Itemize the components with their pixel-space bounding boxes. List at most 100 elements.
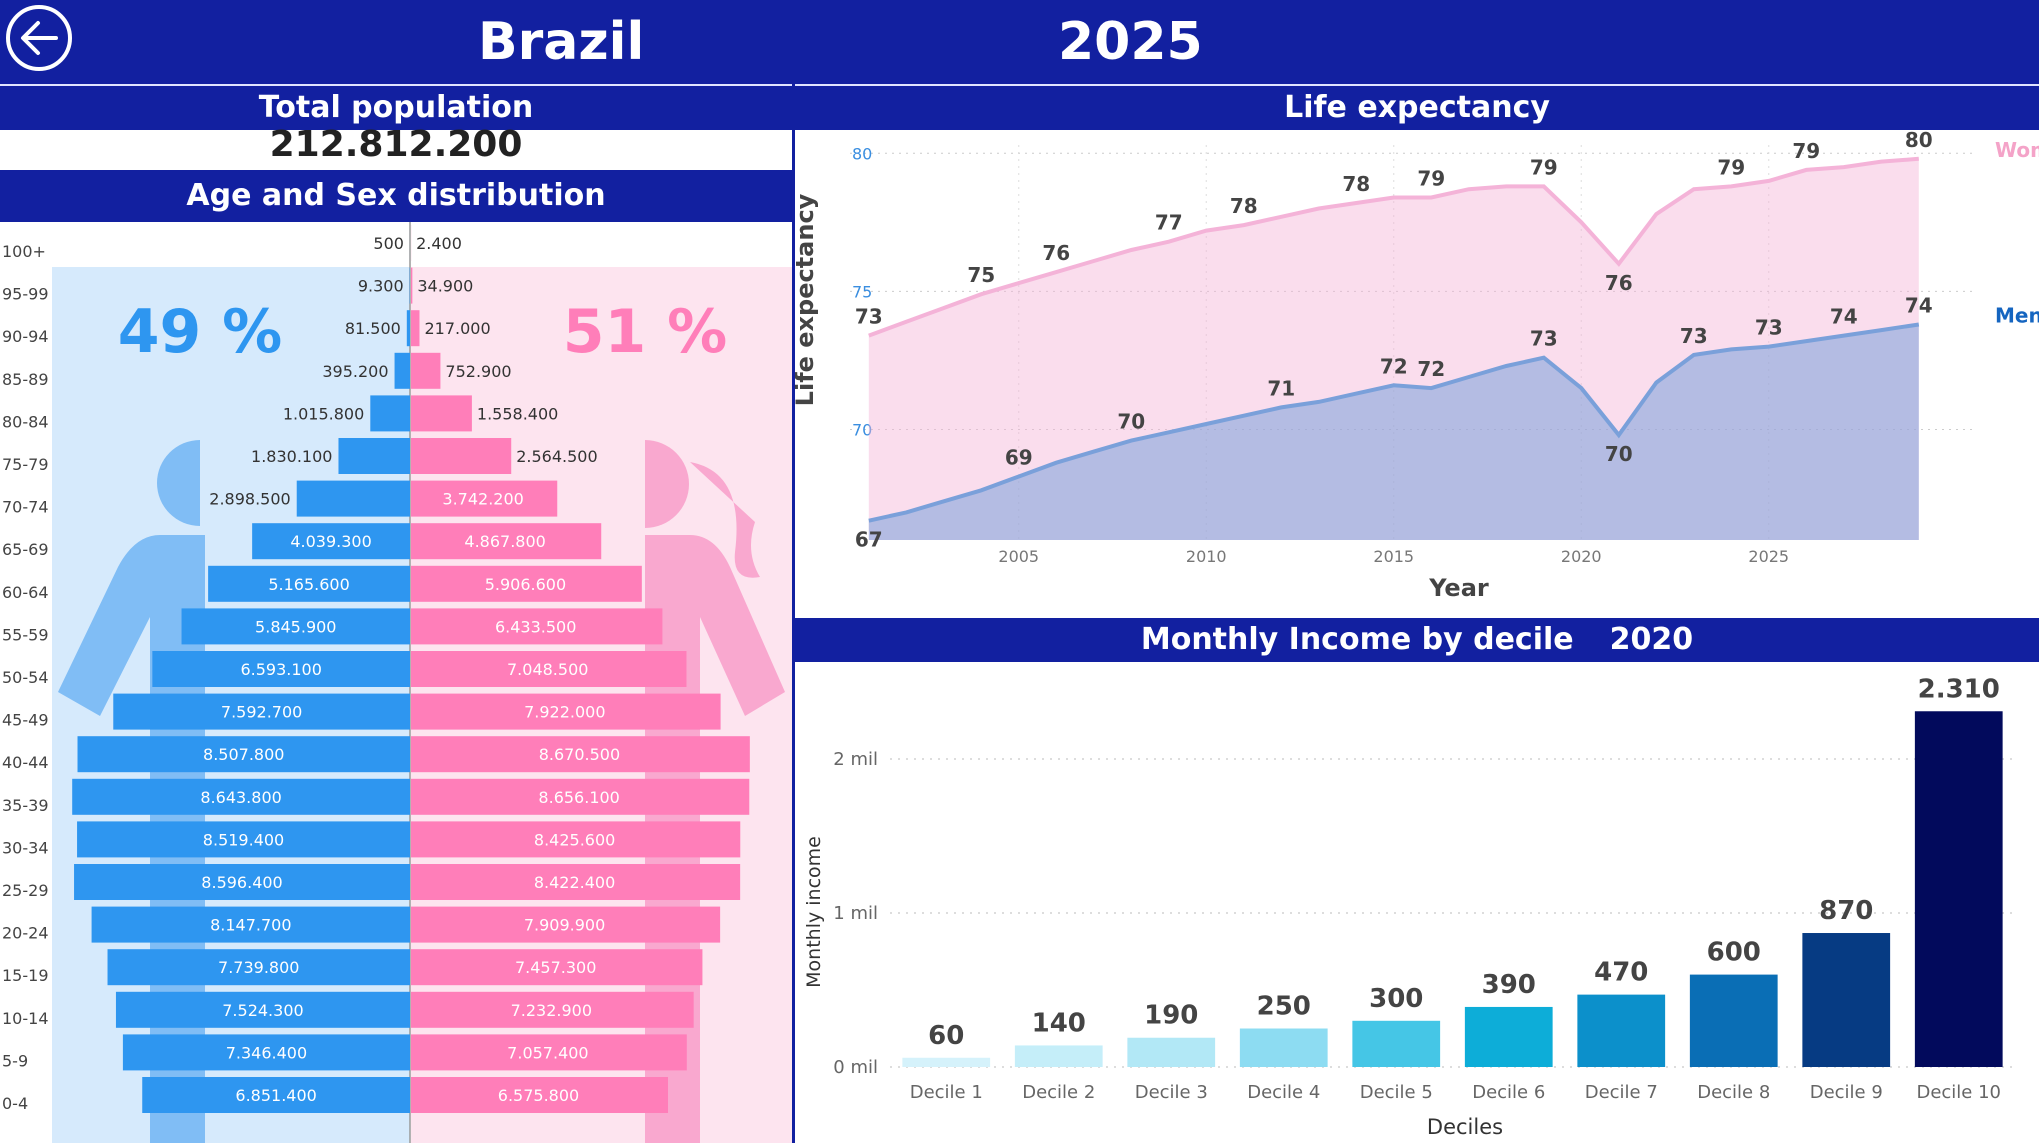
male-value-label: 500 — [373, 234, 404, 253]
life-data-label: 74 — [1905, 294, 1933, 318]
population-pyramid-chart: 49 % 51 % 100+ 500 2.400 95-99 9.300 34.900 90… — [2, 222, 792, 1143]
female-value-label: 217.000 — [424, 319, 490, 338]
life-y-axis-label: Life expectancy — [795, 193, 819, 406]
female-value-label: 7.909.900 — [524, 916, 605, 935]
population-header: Total population — [0, 86, 792, 130]
female-bar — [411, 608, 663, 645]
life-series-label: Women — [1995, 138, 2039, 162]
income-bar — [1914, 711, 2003, 1067]
income-bar — [902, 1057, 991, 1067]
male-value-label: 1.015.800 — [283, 404, 364, 423]
female-value-label: 2.400 — [416, 234, 462, 253]
male-bar — [394, 352, 410, 389]
income-bar — [1577, 994, 1666, 1067]
life-data-label: 78 — [1342, 172, 1370, 196]
life-y-tick-label: 70 — [852, 421, 872, 440]
age-group-label: 35-39 — [2, 796, 49, 815]
male-value-label: 6.851.400 — [235, 1086, 316, 1105]
male-bar — [77, 736, 410, 773]
age-group-label: 75-79 — [2, 455, 49, 474]
income-value-label: 470 — [1594, 958, 1648, 988]
age-group-label: 20-24 — [2, 924, 49, 943]
female-bar — [411, 949, 703, 986]
life-data-label: 77 — [1155, 211, 1183, 235]
income-category-label: Decile 8 — [1697, 1082, 1770, 1103]
female-value-label: 752.900 — [445, 362, 511, 381]
female-bar — [411, 352, 441, 389]
age-group-label: 25-29 — [2, 881, 49, 900]
female-value-label: 7.922.000 — [524, 703, 605, 722]
income-category-label: Decile 4 — [1247, 1082, 1320, 1103]
life-data-label: 72 — [1380, 354, 1408, 378]
income-value-label: 190 — [1144, 1001, 1198, 1031]
income-value-label: 250 — [1257, 992, 1311, 1022]
male-bar — [72, 778, 410, 815]
life-expectancy-header: Life expectancy — [795, 86, 2039, 130]
female-value-label: 6.575.800 — [498, 1086, 579, 1105]
life-data-label: 79 — [1792, 139, 1820, 163]
male-bar — [152, 651, 410, 687]
female-bar — [411, 480, 558, 517]
header-divider — [0, 84, 2039, 86]
female-bar — [411, 906, 721, 943]
panel-divider — [792, 84, 795, 1143]
life-x-tick-label: 2020 — [1561, 547, 1602, 566]
female-value-label: 7.232.900 — [511, 1001, 592, 1020]
income-value-label: 140 — [1032, 1008, 1086, 1038]
male-bar — [115, 991, 410, 1028]
male-bar — [296, 480, 410, 517]
female-bar — [411, 565, 642, 602]
age-group-label: 65-69 — [2, 540, 49, 559]
female-bar — [411, 821, 741, 858]
age-group-label: 10-14 — [2, 1009, 49, 1028]
male-value-label: 8.507.800 — [203, 745, 284, 764]
life-expectancy-chart: 70 75 80 2005 2010 2015 2020 2025 73 75 76 77 78 78 7… — [795, 130, 2039, 602]
income-bar — [1464, 1006, 1553, 1067]
female-bar — [411, 1077, 668, 1113]
male-value-label: 8.147.700 — [210, 916, 291, 935]
female-value-label: 8.670.500 — [539, 745, 620, 764]
male-bar — [74, 864, 410, 900]
life-data-label: 71 — [1267, 376, 1295, 400]
arrow-left-icon — [21, 21, 58, 55]
income-year: 2020 — [1609, 622, 1694, 657]
income-x-axis-label: Deciles — [1427, 1115, 1503, 1139]
income-bar — [1014, 1045, 1103, 1067]
male-value-label: 7.524.300 — [222, 1001, 303, 1020]
male-value-label: 8.519.400 — [203, 830, 284, 849]
age-group-label: 50-54 — [2, 668, 49, 687]
life-x-axis-label: Year — [1428, 574, 1489, 602]
age-group-label: 70-74 — [2, 498, 49, 517]
age-group-label: 60-64 — [2, 583, 49, 602]
male-value-label: 6.593.100 — [240, 660, 321, 679]
female-bar — [411, 778, 750, 815]
female-bar — [411, 395, 472, 432]
life-data-label: 73 — [1530, 327, 1558, 351]
income-category-label: Decile 7 — [1585, 1082, 1658, 1103]
income-category-label: Decile 2 — [1022, 1082, 1095, 1103]
female-bar — [411, 1034, 687, 1071]
male-value-label: 8.643.800 — [200, 788, 281, 807]
male-bar — [142, 1077, 410, 1113]
male-value-label: 7.739.800 — [218, 958, 299, 977]
life-data-label: 79 — [1530, 155, 1558, 179]
life-y-tick-label: 80 — [852, 144, 872, 163]
life-y-tick-label: 75 — [852, 282, 872, 301]
female-bar — [411, 523, 602, 560]
income-value-label: 600 — [1707, 938, 1761, 968]
back-button[interactable] — [6, 5, 72, 71]
female-value-label: 4.867.800 — [464, 532, 545, 551]
female-bar — [411, 438, 512, 474]
male-value-label: 2.898.500 — [209, 490, 290, 509]
female-value-label: 2.564.500 — [516, 447, 597, 466]
income-category-label: Decile 9 — [1810, 1082, 1883, 1103]
female-value-label: 7.057.400 — [507, 1043, 588, 1062]
income-y-tick-label: 0 mil — [833, 1057, 878, 1078]
male-bar — [208, 565, 410, 602]
life-data-label: 69 — [1005, 445, 1033, 469]
life-data-label: 74 — [1830, 305, 1858, 329]
age-group-label: 100+ — [2, 242, 46, 261]
male-bar — [181, 608, 410, 645]
life-x-tick-label: 2010 — [1186, 547, 1227, 566]
life-data-label: 73 — [1680, 324, 1708, 348]
